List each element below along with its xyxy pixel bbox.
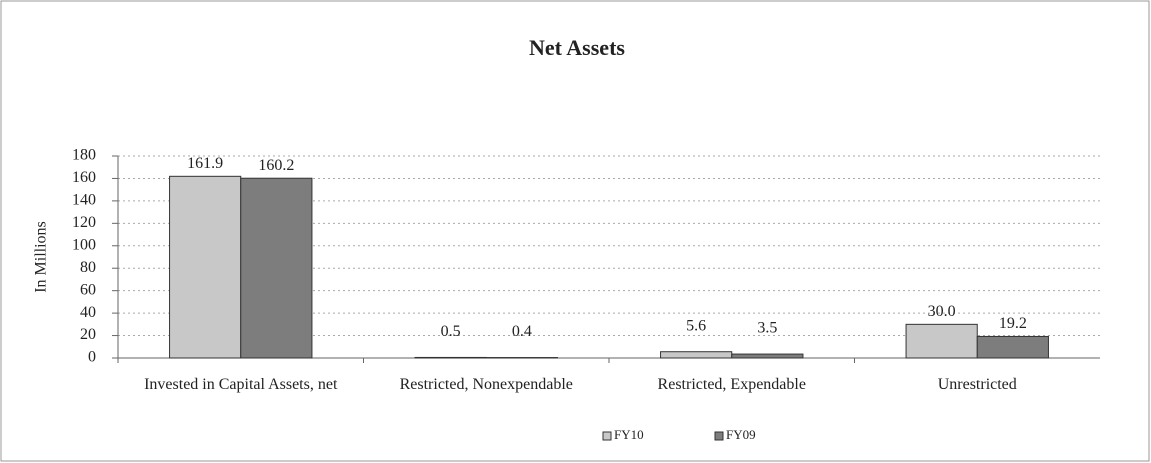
x-tick-label: Unrestricted <box>937 376 1017 393</box>
bar <box>240 177 313 359</box>
chart-title: Net Assets <box>529 35 625 60</box>
y-tick-label: 40 <box>80 304 96 321</box>
y-tick-label: 100 <box>72 236 96 253</box>
y-tick-label: 60 <box>80 281 96 298</box>
y-axis-label: In Millions <box>33 221 50 293</box>
data-label: 3.5 <box>757 320 777 337</box>
x-tick-label: Restricted, Nonexpendable <box>399 376 573 393</box>
y-tick-label: 80 <box>80 259 96 276</box>
bar <box>414 356 487 359</box>
bar <box>660 351 733 359</box>
data-label: 161.9 <box>187 155 223 172</box>
bar <box>731 353 804 359</box>
legend-label: FY10 <box>614 427 644 442</box>
data-label: 0.4 <box>512 323 532 340</box>
y-tick-label: 0 <box>88 349 96 366</box>
y-tick-label: 180 <box>72 147 96 164</box>
bar <box>905 323 978 359</box>
legend-swatch <box>602 431 612 441</box>
y-tick-label: 120 <box>72 214 96 231</box>
y-tick-label: 20 <box>80 326 96 343</box>
data-label: 0.5 <box>441 323 461 340</box>
bar <box>976 335 1049 359</box>
x-tick-label: Invested in Capital Assets, net <box>144 376 338 393</box>
data-label: 160.2 <box>258 157 294 174</box>
legend-label: FY09 <box>726 427 756 442</box>
legend-swatch <box>714 431 724 441</box>
x-tick-label: Restricted, Expendable <box>657 376 806 393</box>
y-tick-label: 160 <box>72 169 96 186</box>
y-tick-label: 140 <box>72 192 96 209</box>
data-label: 19.2 <box>999 315 1027 332</box>
data-label: 30.0 <box>928 303 956 320</box>
bar <box>169 175 242 359</box>
data-label: 5.6 <box>686 317 706 334</box>
